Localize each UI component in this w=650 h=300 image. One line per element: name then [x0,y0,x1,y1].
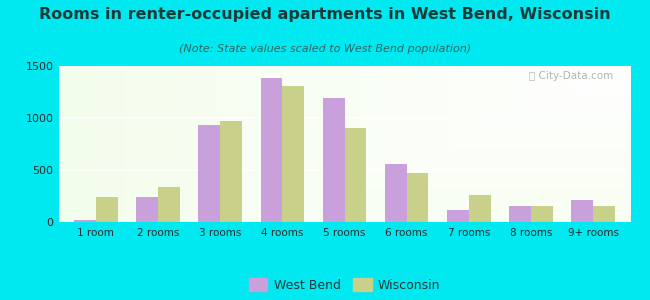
Bar [323,98,345,222]
Bar [261,79,282,222]
Bar [571,200,593,222]
Bar [74,220,96,222]
Bar [593,206,615,222]
Bar [531,206,552,222]
Bar [136,197,158,222]
Bar [282,86,304,222]
Bar [344,128,366,222]
Text: Rooms in renter-occupied apartments in West Bend, Wisconsin: Rooms in renter-occupied apartments in W… [39,8,611,22]
Bar [509,206,531,222]
Bar [385,164,407,222]
Bar [96,197,118,222]
Text: ⓘ City-Data.com: ⓘ City-Data.com [529,71,614,81]
Text: (Note: State values scaled to West Bend population): (Note: State values scaled to West Bend … [179,44,471,53]
Bar [198,125,220,222]
Legend: West Bend, Wisconsin: West Bend, Wisconsin [244,273,445,297]
Bar [158,187,180,222]
Bar [220,121,242,222]
Bar [407,172,428,222]
Bar [447,209,469,222]
Bar [469,196,491,222]
